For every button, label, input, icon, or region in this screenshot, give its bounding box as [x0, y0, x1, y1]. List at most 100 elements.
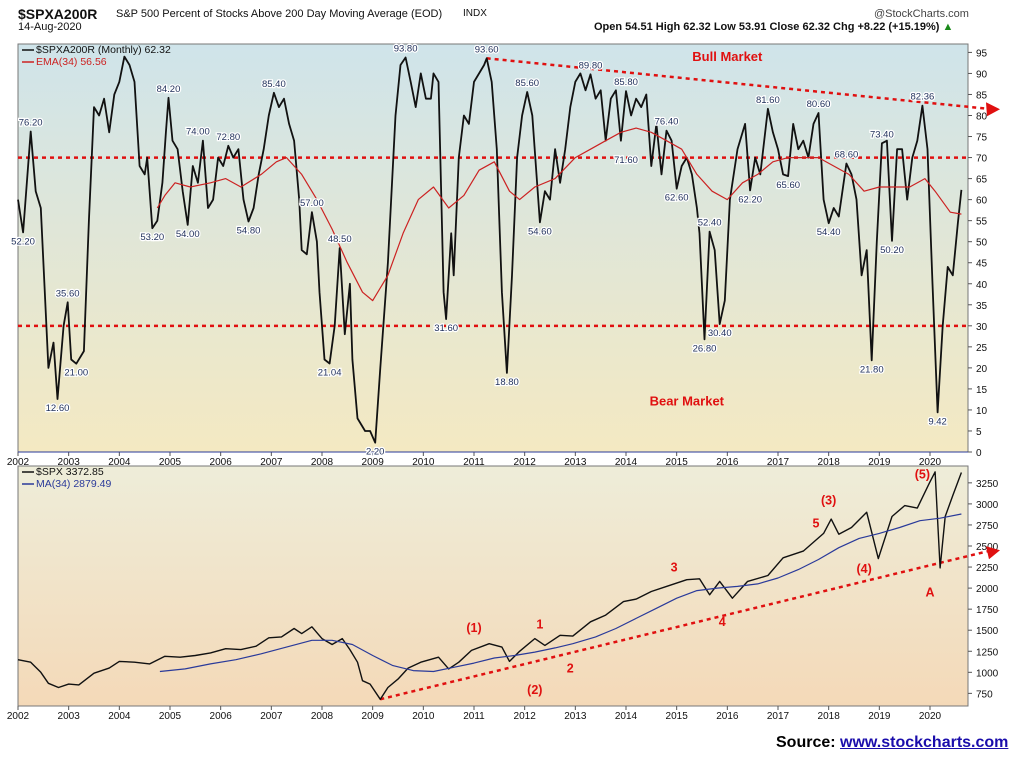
value-label: 21.04: [318, 368, 342, 379]
source-credit: Source: www.stockcharts.com: [776, 734, 1008, 752]
x-tick-label: 2016: [716, 711, 739, 722]
chart-date: 14-Aug-2020: [18, 21, 82, 33]
series-line: [159, 513, 962, 673]
value-label: 73.40: [870, 129, 894, 140]
value-label: 21.00: [64, 368, 88, 379]
y-tick-label: 25: [976, 343, 988, 354]
value-label: 9.42: [928, 416, 947, 427]
x-tick-label: 2017: [767, 711, 790, 722]
value-label: 85.80: [614, 77, 638, 88]
wave-label: A: [925, 586, 934, 600]
value-label: 65.60: [776, 180, 800, 191]
wave-label: 4: [719, 615, 726, 629]
x-tick-label: 2013: [564, 711, 587, 722]
y-tick-label: 50: [976, 238, 988, 249]
y-tick-label: 0: [976, 448, 982, 459]
value-label: 76.20: [19, 117, 43, 128]
y-tick-label: 5: [976, 427, 982, 438]
value-label: 54.40: [817, 227, 841, 238]
plot-area: [17, 43, 969, 453]
x-tick-label: 2010: [412, 711, 435, 722]
y-tick-label: 2250: [976, 563, 999, 574]
y-tick-label: 2000: [976, 584, 999, 595]
value-label: 21.80: [860, 364, 884, 375]
wave-label: 5: [813, 516, 820, 530]
value-label: 85.60: [515, 78, 539, 89]
value-label: 53.20: [140, 232, 164, 243]
value-label: 26.80: [693, 343, 717, 354]
value-label: 93.80: [394, 43, 418, 54]
x-tick-label: 2012: [514, 711, 537, 722]
x-tick-label: 2004: [108, 457, 131, 468]
wave-label: (3): [821, 494, 836, 508]
stockcharts-watermark: @StockCharts.com: [874, 8, 969, 20]
chart-exchange: INDX: [463, 8, 487, 19]
source-link[interactable]: www.stockcharts.com: [840, 734, 1009, 751]
y-tick-label: 1000: [976, 668, 999, 679]
y-tick-label: 55: [976, 217, 988, 228]
y-tick-label: 90: [976, 69, 988, 80]
y-tick-label: 95: [976, 48, 988, 59]
x-tick-label: 2005: [159, 711, 182, 722]
ohlc-values: Open 54.51 High 62.32 Low 53.91 Close 62…: [594, 21, 940, 33]
x-tick-label: 2009: [362, 711, 385, 722]
value-label: 93.60: [475, 44, 499, 55]
value-label: 48.50: [328, 234, 352, 245]
value-label: 54.80: [237, 226, 261, 237]
x-tick-label: 2007: [260, 711, 283, 722]
x-tick-label: 2013: [564, 457, 587, 468]
support-trend-line: [379, 548, 993, 701]
x-tick-label: 2017: [767, 457, 790, 468]
y-tick-label: 45: [976, 259, 988, 270]
y-tick-label: 85: [976, 90, 988, 101]
chart-description: S&P 500 Percent of Stocks Above 200 Day …: [116, 8, 443, 20]
wave-label: 3: [671, 560, 678, 574]
x-tick-label: 2003: [58, 711, 81, 722]
x-tick-label: 2007: [260, 457, 283, 468]
breadth-panel: 0 5 10 15 20 25 30 35 40 45 50 55 60 65 70 75 80 85 90 95 20…: [7, 42, 1000, 468]
value-label: 52.40: [698, 218, 722, 229]
y-tick-label: 3250: [976, 479, 999, 490]
source-label: Source:: [776, 734, 836, 751]
value-label: 35.60: [56, 288, 80, 299]
x-tick-label: 2018: [818, 457, 841, 468]
wave-label: (5): [915, 468, 930, 482]
y-tick-label: 80: [976, 112, 988, 123]
y-tick-label: 70: [976, 154, 988, 165]
wave-label: 2: [567, 661, 574, 675]
value-label: 62.20: [738, 194, 762, 205]
y-tick-label: 1250: [976, 647, 999, 658]
y-tick-label: 750: [976, 689, 993, 700]
x-tick-label: 2008: [311, 711, 334, 722]
y-tick-label: 3000: [976, 500, 999, 511]
y-tick-label: 20: [976, 364, 988, 375]
y-tick-label: 1500: [976, 626, 999, 637]
series-line: [156, 127, 962, 302]
x-tick-label: 2014: [615, 711, 638, 722]
y-tick-label: 1750: [976, 605, 999, 616]
trend-arrowhead: [986, 546, 1000, 560]
y-tick-label: 2750: [976, 521, 999, 532]
market-label: Bear Market: [650, 394, 725, 409]
x-tick-label: 2020: [919, 457, 942, 468]
trend-arrowhead: [986, 102, 1000, 117]
x-tick-label: 2015: [666, 457, 689, 468]
y-tick-label: 35: [976, 301, 988, 312]
y-tick-label: 60: [976, 196, 988, 207]
y-tick-label: 30: [976, 322, 988, 333]
legend-entry: $SPX 3372.85: [36, 466, 104, 478]
value-label: 12.60: [46, 403, 70, 414]
value-label: 76.40: [655, 117, 679, 128]
x-tick-label: 2015: [666, 711, 689, 722]
x-tick-label: 2006: [210, 711, 233, 722]
value-label: 54.60: [528, 226, 552, 237]
x-tick-label: 2019: [868, 711, 891, 722]
x-tick-label: 2002: [7, 711, 30, 722]
x-tick-label: 2016: [716, 457, 739, 468]
value-label: 68.60: [835, 149, 859, 160]
legend-entry: EMA(34) 56.56: [36, 56, 107, 68]
legend-entry: $SPXA200R (Monthly) 62.32: [36, 44, 171, 56]
value-label: 31.60: [434, 323, 458, 334]
plot-area: [17, 465, 969, 707]
market-label: Bull Market: [692, 49, 763, 64]
